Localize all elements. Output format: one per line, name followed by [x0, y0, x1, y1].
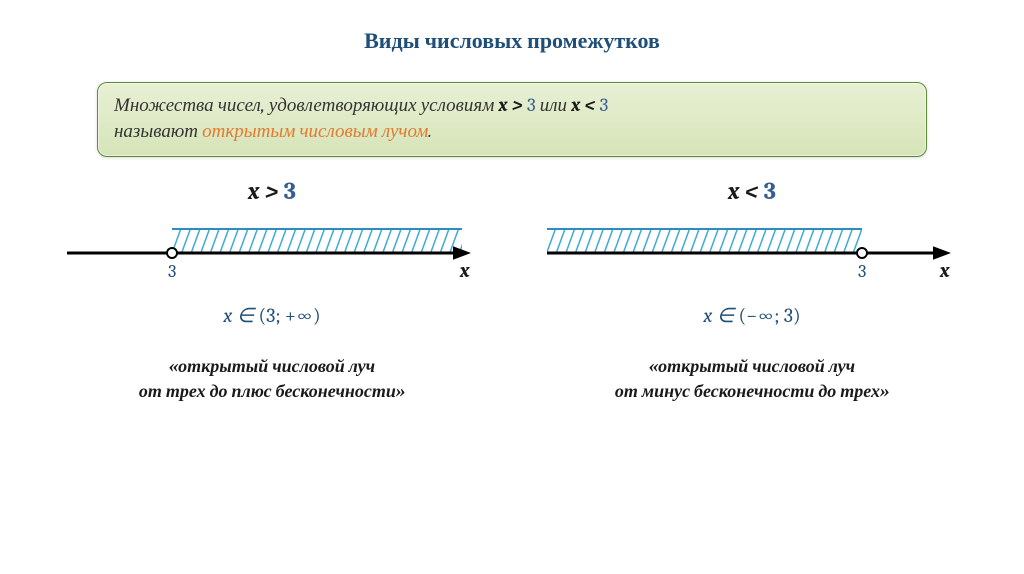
- cond1-op: >: [508, 94, 527, 116]
- cond1-val: 3: [527, 94, 536, 116]
- left-desc-line2: от трех до плюс бесконечности»: [139, 381, 405, 402]
- right-ineq-val: 3: [764, 177, 776, 205]
- left-interval: x ∈ (3; +∞): [62, 303, 482, 327]
- left-ineq-var: x: [248, 177, 260, 205]
- left-inequality: x > 3: [62, 177, 482, 205]
- left-numberline-svg: 3x: [62, 211, 482, 281]
- right-numberline: 3x: [542, 211, 962, 281]
- cond2-val: 3: [600, 94, 609, 116]
- svg-text:x: x: [939, 259, 950, 281]
- svg-text:3: 3: [858, 261, 866, 281]
- diagrams-row: x > 3 3x x ∈ (3; +∞) «открытый числовой …: [0, 177, 1024, 404]
- definition-highlight: открытым числовым лучом: [202, 120, 428, 142]
- right-diagram: x < 3 3x x ∈ (−∞; 3) «открытый числовой …: [542, 177, 962, 404]
- definition-line2-prefix: называют: [114, 120, 202, 142]
- right-inequality: x < 3: [542, 177, 962, 205]
- left-desc-line1: «открытый числовой луч: [169, 356, 375, 377]
- left-diagram: x > 3 3x x ∈ (3; +∞) «открытый числовой …: [62, 177, 482, 404]
- right-numberline-svg: 3x: [542, 211, 962, 281]
- right-description: «открытый числовой луч от минус бесконеч…: [542, 355, 962, 404]
- def-or: или: [536, 94, 572, 116]
- page-title: Виды числовых промежутков: [0, 0, 1024, 54]
- cond2-op: <: [580, 94, 599, 116]
- definition-prefix: Множества чисел, удовлетворяющих условия…: [114, 94, 499, 116]
- svg-text:x: x: [459, 259, 470, 281]
- right-desc-line2: от минус бесконечности до трех»: [615, 381, 889, 402]
- left-numberline: 3x: [62, 211, 482, 281]
- right-interval-value: (−∞; 3): [739, 304, 801, 327]
- right-desc-line1: «открытый числовой луч: [649, 356, 855, 377]
- right-interval: x ∈ (−∞; 3): [542, 303, 962, 327]
- definition-box: Множества чисел, удовлетворяющих условия…: [97, 82, 927, 157]
- cond1-var: x: [499, 94, 508, 116]
- left-ineq-op: >: [260, 177, 284, 205]
- left-interval-value: (3; +∞): [259, 304, 321, 327]
- right-interval-prefix: x ∈: [703, 304, 738, 327]
- left-description: «открытый числовой луч от трех до плюс б…: [62, 355, 482, 404]
- svg-text:3: 3: [168, 261, 176, 281]
- definition-suffix: .: [428, 120, 431, 142]
- left-ineq-val: 3: [284, 177, 296, 205]
- right-ineq-var: x: [728, 177, 740, 205]
- right-ineq-op: <: [740, 177, 764, 205]
- left-interval-prefix: x ∈: [223, 304, 258, 327]
